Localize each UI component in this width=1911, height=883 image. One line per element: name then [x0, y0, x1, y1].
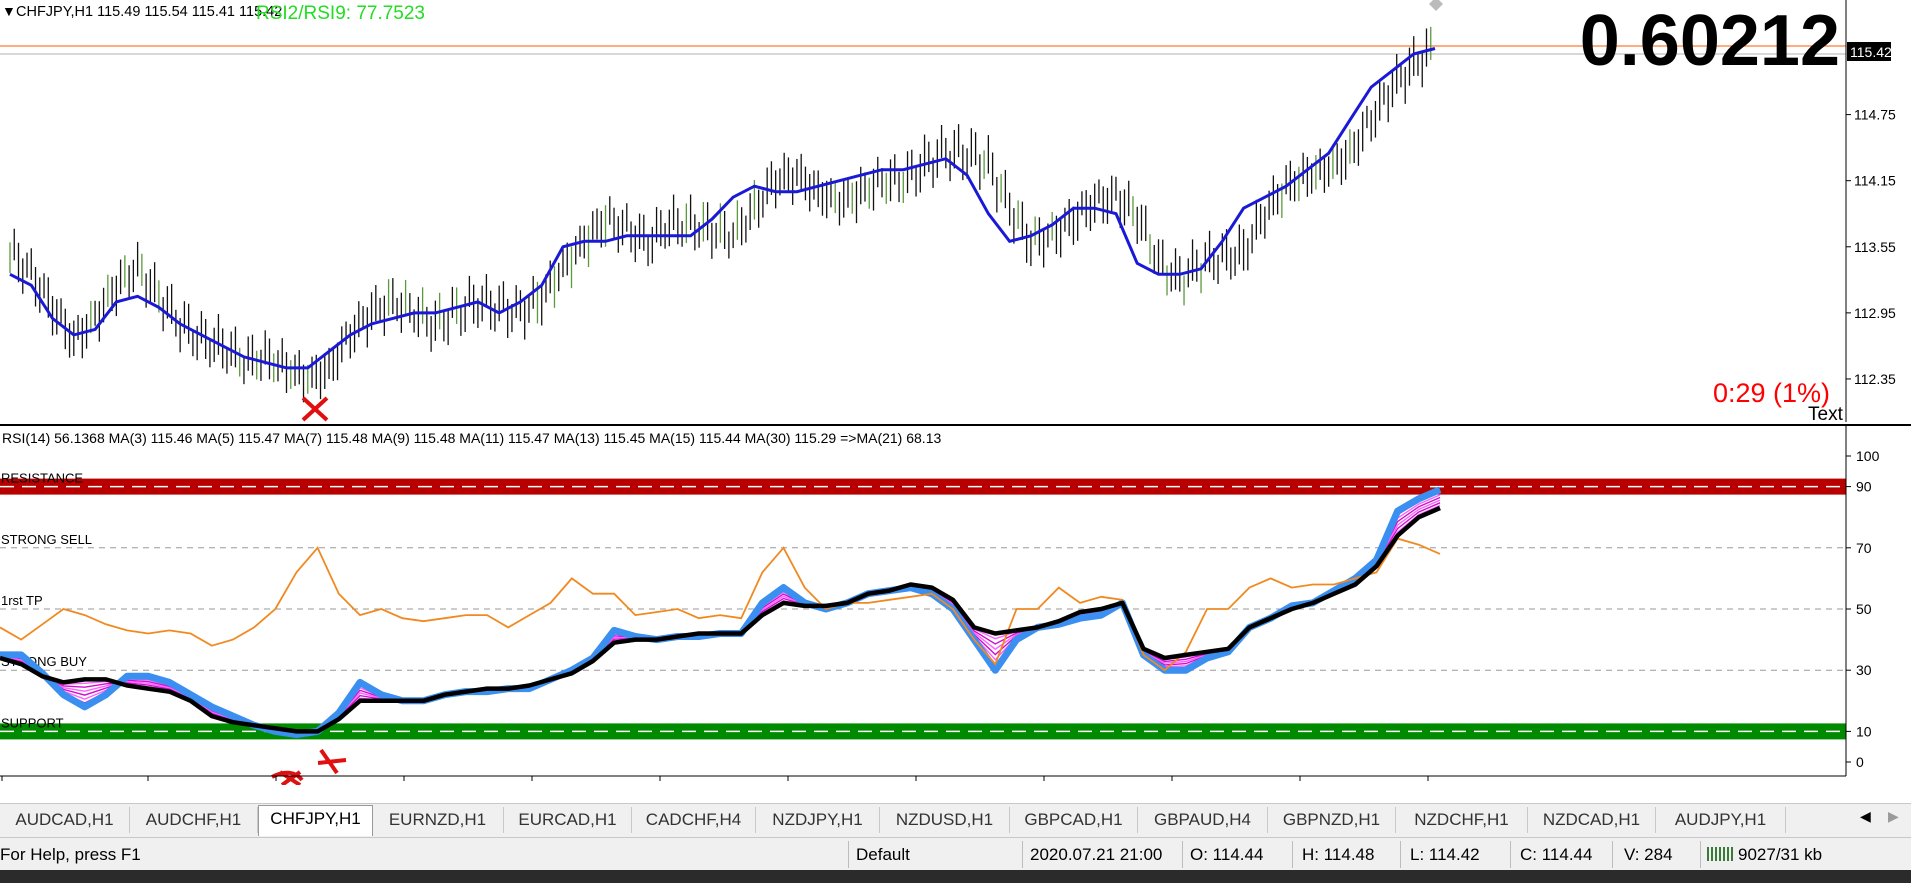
- status-low: L: 114.42: [1410, 845, 1480, 864]
- level-label: STRONG SELL: [1, 532, 92, 547]
- taskbar-strip: [0, 870, 1911, 883]
- indicator-tick-label: 100: [1856, 448, 1880, 464]
- status-close: C: 114.44: [1520, 845, 1593, 864]
- current-price-value: 115.42: [1850, 44, 1892, 60]
- indicator-tick-label: 10: [1856, 723, 1872, 739]
- time-tick-label: 16 Jun 13:00: [148, 782, 229, 785]
- tab-cadchf-h4[interactable]: CADCHF,H4: [632, 807, 756, 833]
- tab-chfjpy-h1[interactable]: CHFJPY,H1: [258, 805, 373, 836]
- time-axis[interactable]: 11 Jun 2020 16 Jun 13:00 19 Jun 05:00 23 Ju…: [0, 775, 1846, 785]
- big-value-label: 0.60212: [1580, 1, 1840, 81]
- ma-ribbon-line: [0, 499, 1441, 734]
- time-tick-label: 13 Jul 05:00: [1044, 782, 1120, 785]
- ma-ribbon-line: [0, 502, 1441, 734]
- tab-gbpcad-h1[interactable]: GBPCAD,H1: [1010, 807, 1138, 833]
- tab-audjpy-h1[interactable]: AUDJPY,H1: [1656, 807, 1786, 833]
- time-tick-label: 8 Jul 13:00: [916, 782, 985, 785]
- collapse-arrow-icon[interactable]: ▼: [2, 3, 16, 19]
- time-tick-label: 20 Jul 13:00: [1300, 782, 1376, 785]
- price-tick-label: 112.95: [1854, 305, 1896, 321]
- cross-marker-main: [301, 396, 329, 422]
- main-price-pane[interactable]: ▼ CHFJPY,H1 115.49 115.54 115.41 115.42 …: [0, 0, 1846, 425]
- current-price-tag: [1847, 42, 1891, 61]
- tab-scroll-right-icon[interactable]: ▶: [1888, 808, 1899, 824]
- status-high: H: 114.48: [1302, 845, 1375, 864]
- price-tick-label: 113.55: [1854, 239, 1896, 255]
- tab-gbpnzd-h1[interactable]: GBPNZD,H1: [1268, 807, 1396, 833]
- ma-ribbon: [0, 491, 1441, 735]
- tab-nzdcad-h1[interactable]: NZDCAD,H1: [1528, 807, 1656, 833]
- indicator-tick-label: 70: [1856, 540, 1872, 556]
- price-tick-label: 112.35: [1854, 371, 1896, 387]
- tab-eurcad-h1[interactable]: EURCAD,H1: [504, 807, 632, 833]
- symbol-tab-bar: AUDCAD,H1 AUDCHF,H1 CHFJPY,H1 EURNZD,H1 EURC…: [0, 803, 1911, 837]
- tab-scroll-left-icon[interactable]: ◀: [1860, 808, 1871, 824]
- status-bar: For Help, press F1 Default 2020.07.21 21…: [0, 837, 1911, 871]
- time-tick-label: 23 Jun 21:00: [404, 782, 485, 785]
- text-label: Text: [1808, 404, 1844, 425]
- moving-average-line: [9, 47, 1436, 370]
- indicator-tick-label: 0: [1856, 754, 1864, 770]
- rsi-blue-line: [0, 486, 1442, 738]
- price-tick-label: 114.15: [1854, 173, 1896, 189]
- level-label: 1rst TP: [1, 593, 43, 608]
- shift-marker-icon[interactable]: [1429, 0, 1443, 11]
- rsi-ratio-label: RSI2/RSI9: 77.7523: [256, 3, 425, 24]
- time-tick-label: 15 Jul 21:00: [1172, 782, 1248, 785]
- tab-audchf-h1[interactable]: AUDCHF,H1: [130, 807, 258, 833]
- time-tick-label: 26 Jun 13:00: [532, 782, 613, 785]
- time-tick-label: 19 Jun 05:00: [276, 782, 357, 785]
- bar-timer-label: 0:29 (1%): [1713, 378, 1830, 408]
- level-label: RESISTANCE: [1, 471, 83, 486]
- support-band: [0, 723, 1846, 740]
- tab-nzdusd-h1[interactable]: NZDUSD,H1: [880, 807, 1010, 833]
- time-tick-label: 11 Jun 2020: [0, 782, 74, 785]
- time-tick-label: 3 Jul 21:00: [788, 782, 857, 785]
- indicator-tick-label: 50: [1856, 601, 1872, 617]
- connection-bars-icon[interactable]: [1706, 843, 1734, 868]
- status-datetime: 2020.07.21 21:00: [1030, 845, 1163, 864]
- level-label: SUPPORT: [1, 715, 64, 730]
- tab-nzdjpy-h1[interactable]: NZDJPY,H1: [756, 807, 880, 833]
- ma-ribbon-line: [0, 491, 1441, 735]
- price-scale[interactable]: 114.75 114.15 113.55 112.95 112.35 115.42: [1845, 0, 1896, 422]
- price-tick-label: 114.75: [1854, 107, 1896, 123]
- status-volume: V: 284: [1624, 845, 1673, 864]
- time-tick-label: 23 Jul 05:00: [1428, 782, 1504, 785]
- tab-audcad-h1[interactable]: AUDCAD,H1: [0, 807, 130, 833]
- chart-area[interactable]: ▼ CHFJPY,H1 115.49 115.54 115.41 115.42 …: [0, 0, 1911, 785]
- indicator-header: RSI(14) 56.1368 MA(3) 115.46 MA(5) 115.4…: [2, 430, 941, 446]
- tab-eurnzd-h1[interactable]: EURNZD,H1: [372, 807, 504, 833]
- chart-header: CHFJPY,H1 115.49 115.54 115.41 115.42: [16, 4, 282, 20]
- help-text: For Help, press F1: [0, 845, 141, 864]
- status-open: O: 114.44: [1190, 845, 1264, 864]
- ma-ribbon-line: [0, 504, 1441, 733]
- ma21-black-line: [0, 505, 1441, 734]
- tab-nzdchf-h1[interactable]: NZDCHF,H1: [1396, 807, 1528, 833]
- traffic-counter: 9027/31 kb: [1738, 845, 1823, 864]
- indicator-tick-label: 30: [1856, 662, 1872, 678]
- tab-gbpaud-h4[interactable]: GBPAUD,H4: [1138, 807, 1268, 833]
- rsi-orange-line: [0, 537, 1441, 672]
- time-tick-label: 1 Jul 05:00: [660, 782, 729, 785]
- resistance-band: [0, 478, 1846, 495]
- indicator-tick-label: 90: [1856, 479, 1872, 495]
- profile-name: Default: [856, 845, 910, 864]
- cross-marker-ind-2: [317, 748, 347, 775]
